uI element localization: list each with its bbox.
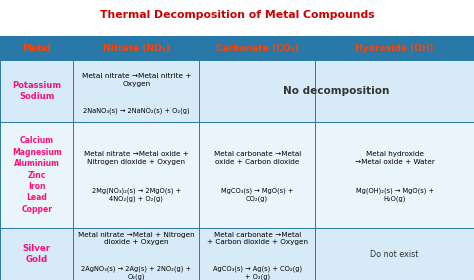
Text: Thermal Decomposition of Metal Compounds: Thermal Decomposition of Metal Compounds <box>100 10 374 20</box>
Text: Hydroxide (OH): Hydroxide (OH) <box>356 44 434 53</box>
Text: Do not exist: Do not exist <box>370 249 419 259</box>
Bar <box>0 0 474 36</box>
Text: 2NaNO₃(s) → 2NaNO₂(s) + O₂(g): 2NaNO₃(s) → 2NaNO₂(s) + O₂(g) <box>83 107 190 114</box>
Text: Metal hydroxide
→Metal oxide + Water: Metal hydroxide →Metal oxide + Water <box>355 151 435 165</box>
Text: Metal carbonate →Metal
+ Carbon dioxide + Oxygen: Metal carbonate →Metal + Carbon dioxide … <box>207 232 308 246</box>
Text: Metal nitrate →Metal oxide +
Nitrogen dioxide + Oxygen: Metal nitrate →Metal oxide + Nitrogen di… <box>84 151 189 165</box>
Text: 2AgNO₃(s) → 2Ag(s) + 2NO₂(g) +
O₂(g): 2AgNO₃(s) → 2Ag(s) + 2NO₂(g) + O₂(g) <box>81 265 191 279</box>
Text: Metal nitrate →Metal nitrite +
Oxygen: Metal nitrate →Metal nitrite + Oxygen <box>82 73 191 87</box>
Text: Potassium
Sodium: Potassium Sodium <box>12 81 61 101</box>
Text: Metal carbonate →Metal
oxide + Carbon dioxide: Metal carbonate →Metal oxide + Carbon di… <box>213 151 301 165</box>
Bar <box>0 60 474 122</box>
Text: Mg(OH)₂(s) → MgO(s) +
H₂O(g): Mg(OH)₂(s) → MgO(s) + H₂O(g) <box>356 187 434 202</box>
Text: MgCO₃(s) → MgO(s) +
CO₂(g): MgCO₃(s) → MgO(s) + CO₂(g) <box>221 187 293 202</box>
Text: Nitrate (NO₃): Nitrate (NO₃) <box>103 44 170 53</box>
Text: Metal: Metal <box>22 44 51 53</box>
Bar <box>0 122 474 228</box>
Text: Metal nitrate →Metal + Nitrogen
dioxide + Oxygen: Metal nitrate →Metal + Nitrogen dioxide … <box>78 232 195 246</box>
Text: Carbonate (CO₃): Carbonate (CO₃) <box>216 44 299 53</box>
Text: Silver
Gold: Silver Gold <box>23 244 51 265</box>
Text: Calcium
Magnesium
Aluminium
Zinc
Iron
Lead
Copper: Calcium Magnesium Aluminium Zinc Iron Le… <box>12 136 62 214</box>
Bar <box>0 36 474 60</box>
Text: No decomposition: No decomposition <box>283 86 390 96</box>
Text: AgCO₃(s) → Ag(s) + CO₂(g)
+ O₂(g): AgCO₃(s) → Ag(s) + CO₂(g) + O₂(g) <box>212 265 302 279</box>
Text: 2Mg(NO₃)₂(s) → 2MgO(s) +
4NO₂(g) + O₂(g): 2Mg(NO₃)₂(s) → 2MgO(s) + 4NO₂(g) + O₂(g) <box>91 187 181 202</box>
Bar <box>0 228 474 280</box>
